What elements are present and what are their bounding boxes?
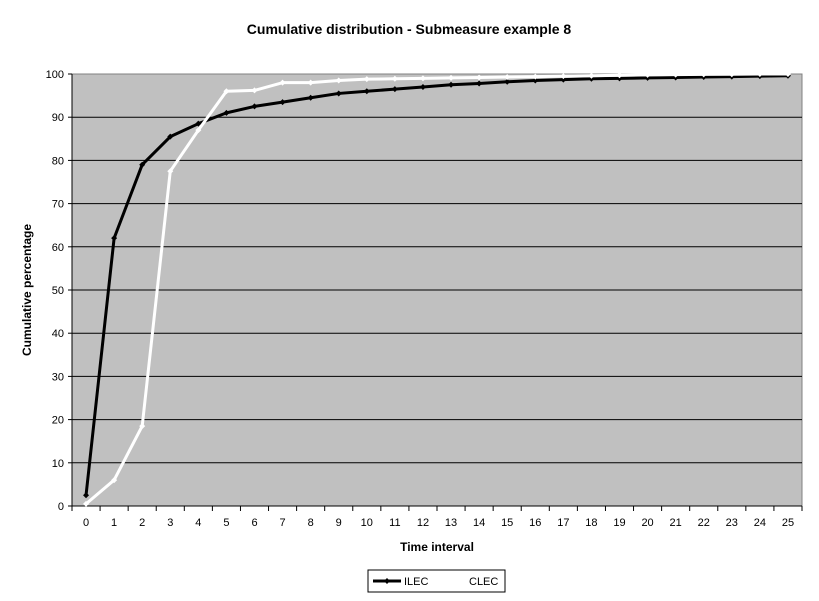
data-point-clec (756, 71, 763, 77)
chart-title: Cumulative distribution - Submeasure exa… (247, 21, 572, 37)
data-point-clec (644, 71, 651, 78)
x-tick-label: 19 (613, 517, 625, 529)
data-point-ilec (391, 86, 398, 93)
y-tick-label: 60 (52, 242, 64, 254)
legend-clec-marker (449, 578, 455, 584)
x-tick-label: 17 (557, 517, 569, 529)
series (83, 71, 791, 507)
data-point-clec (616, 72, 623, 79)
data-point-clec (391, 75, 398, 82)
x-tick-label: 22 (698, 517, 710, 529)
data-point-ilec (504, 78, 511, 85)
x-tick-label: 11 (389, 517, 400, 529)
y-tick-label: 100 (46, 69, 64, 81)
data-point-clec (784, 71, 791, 77)
series-clec (83, 71, 791, 507)
data-point-ilec (139, 161, 146, 168)
data-point-ilec (83, 492, 90, 499)
x-tick-label: 10 (361, 517, 373, 529)
legend: ILEC CLEC (367, 569, 506, 593)
data-point-clec (728, 71, 735, 78)
x-tick-label: 2 (139, 517, 145, 529)
gridlines (72, 116, 802, 464)
x-tick-label: 7 (280, 517, 286, 529)
data-point-ilec (223, 109, 230, 116)
data-point-clec (700, 71, 707, 78)
data-point-clec (307, 79, 314, 86)
x-tick-label: 20 (641, 517, 653, 529)
legend-ilec-marker (384, 578, 390, 584)
x-axis: 0 1 2 3 4 5 6 7 8 9 10 11 12 13 14 15 16 17 18 19 20 21 22 23 24… (71, 505, 803, 529)
data-point-ilec (251, 103, 258, 110)
x-tick-label: 8 (308, 517, 314, 529)
x-tick-label: 16 (529, 517, 541, 529)
x-tick-label: 18 (585, 517, 597, 529)
data-point-ilec (448, 81, 455, 88)
data-point-ilec (363, 88, 370, 95)
y-axis: 0 10 20 30 40 50 60 70 80 90 100 (46, 69, 73, 513)
x-tick-label: 1 (111, 517, 117, 529)
legend-clec-label: CLEC (469, 576, 498, 588)
x-tick-label: 13 (445, 517, 457, 529)
y-tick-label: 80 (52, 155, 64, 167)
x-tick-label: 12 (417, 517, 429, 529)
data-point-clec (111, 477, 118, 484)
data-point-clec (504, 74, 511, 81)
data-point-ilec (279, 99, 286, 106)
data-point-ilec (195, 120, 202, 127)
x-tick-label: 9 (336, 517, 342, 529)
x-tick-label: 24 (754, 517, 766, 529)
data-point-clec (335, 77, 342, 84)
data-point-clec (476, 74, 483, 81)
data-point-clec (251, 87, 258, 94)
y-tick-label: 30 (52, 371, 64, 383)
y-tick-label: 40 (52, 328, 64, 340)
data-point-clec (83, 500, 90, 507)
data-point-ilec (644, 74, 651, 81)
data-point-clec (588, 72, 595, 79)
data-point-clec (279, 79, 286, 86)
data-point-ilec (560, 76, 567, 83)
series-line-clec (85, 72, 788, 505)
data-point-ilec (419, 83, 426, 90)
x-axis-label: Time interval (400, 540, 474, 554)
x-tick-label: 23 (726, 517, 738, 529)
data-point-ilec (111, 235, 118, 242)
x-tick-label: 0 (83, 517, 89, 529)
y-tick-label: 0 (58, 501, 64, 513)
data-point-clec (448, 74, 455, 81)
data-point-ilec (335, 90, 342, 97)
y-axis-label: Cumulative percentage (20, 224, 34, 356)
data-point-clec (672, 71, 679, 78)
x-tick-label: 6 (251, 517, 257, 529)
data-point-clec (167, 168, 174, 175)
data-point-clec (139, 423, 146, 430)
legend-box (367, 569, 506, 593)
data-point-ilec (307, 94, 314, 101)
x-tick-label: 4 (195, 517, 201, 529)
legend-ilec-label: ILEC (404, 576, 429, 588)
data-point-ilec (167, 133, 174, 140)
x-tick-label: 21 (670, 517, 682, 529)
x-tick-label: 3 (167, 517, 173, 529)
x-tick-label: 5 (223, 517, 229, 529)
y-tick-label: 50 (52, 285, 64, 297)
data-point-clec (195, 127, 202, 134)
y-tick-label: 10 (52, 458, 64, 470)
data-point-clec (560, 73, 567, 80)
x-tick-label: 25 (782, 517, 794, 529)
data-point-ilec (532, 77, 539, 84)
data-point-clec (223, 88, 230, 95)
data-point-ilec (476, 80, 483, 87)
data-point-clec (532, 73, 539, 80)
data-point-clec (419, 75, 426, 82)
y-tick-label: 90 (52, 112, 64, 124)
x-tick-label: 15 (501, 517, 513, 529)
y-tick-label: 70 (52, 199, 64, 211)
x-tick-label: 14 (473, 517, 485, 529)
data-point-clec (363, 76, 370, 83)
y-tick-label: 20 (52, 415, 64, 427)
